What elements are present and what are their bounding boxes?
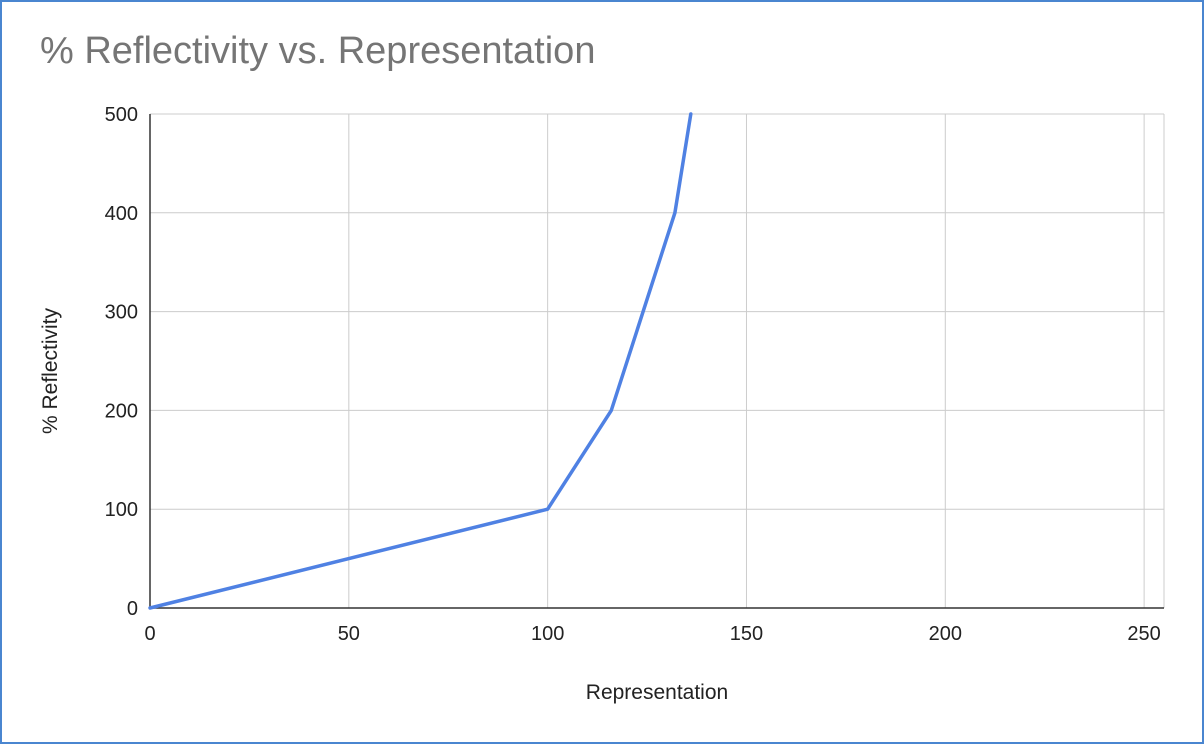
x-tick-label: 200: [929, 623, 962, 645]
series-layer: [148, 112, 693, 610]
x-tick-label: 250: [1127, 623, 1160, 645]
grid-lines: [150, 113, 1165, 608]
chart-title: % Reflectivity vs. Representation: [40, 30, 596, 72]
y-tick-label: 300: [105, 302, 138, 324]
x-tick-label: 50: [338, 623, 360, 645]
axes: [149, 114, 1164, 609]
y-tick-label: 500: [105, 104, 138, 126]
y-tick-label: 0: [127, 598, 138, 620]
y-tick-label: 400: [105, 203, 138, 225]
y-axis-title: % Reflectivity: [39, 307, 62, 434]
y-tick-label: 200: [105, 400, 138, 422]
series-line: [148, 112, 693, 610]
x-axis-title: Representation: [586, 681, 728, 704]
x-tick-label: 0: [144, 623, 155, 645]
tick-labels: 0 50 100 150 200 250 0 100 200 300 400 500: [105, 104, 1161, 645]
y-tick-label: 100: [105, 499, 138, 521]
x-tick-label: 100: [531, 623, 564, 645]
x-tick-label: 150: [730, 623, 763, 645]
